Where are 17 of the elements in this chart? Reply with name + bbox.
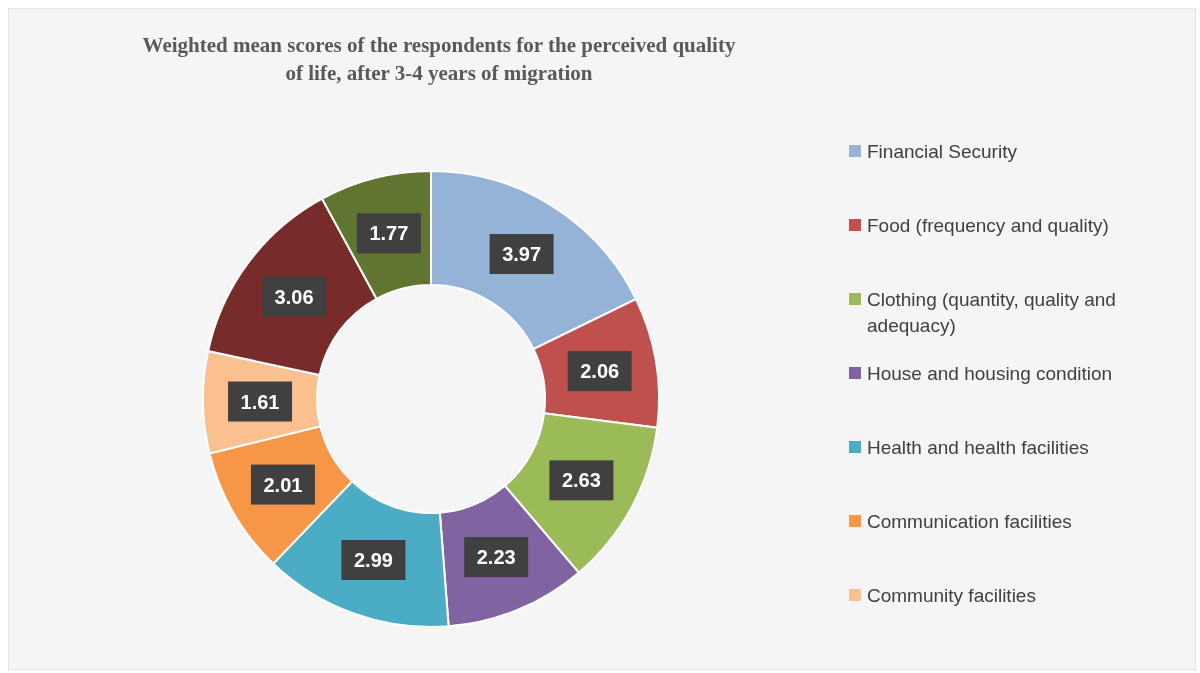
legend-label: Health and health facilities bbox=[867, 436, 1089, 460]
legend-label: Community facilities bbox=[867, 584, 1036, 608]
data-label: 2.23 bbox=[476, 546, 516, 569]
legend-label: Financial Security bbox=[867, 140, 1017, 164]
legend-label: House and housing condition bbox=[867, 362, 1113, 386]
legend-label: Food (frequency and quality) bbox=[867, 214, 1109, 238]
data-label: 3.06 bbox=[274, 285, 314, 308]
legend-label: Clothing (quantity, quality and adequacy) bbox=[867, 288, 1117, 338]
chart-title: Weighted mean scores of the respondents for the perceived quality of life, after 3-4 years of migration bbox=[141, 32, 737, 87]
data-label: 1.61 bbox=[240, 390, 280, 413]
legend-label: Communication facilities bbox=[867, 510, 1072, 534]
data-label: 2.06 bbox=[580, 360, 620, 383]
data-label: 2.01 bbox=[263, 473, 303, 496]
data-label: 1.77 bbox=[369, 222, 409, 245]
data-label: 2.63 bbox=[561, 469, 601, 492]
data-label: 3.97 bbox=[502, 242, 542, 265]
data-label: 2.99 bbox=[353, 549, 393, 572]
